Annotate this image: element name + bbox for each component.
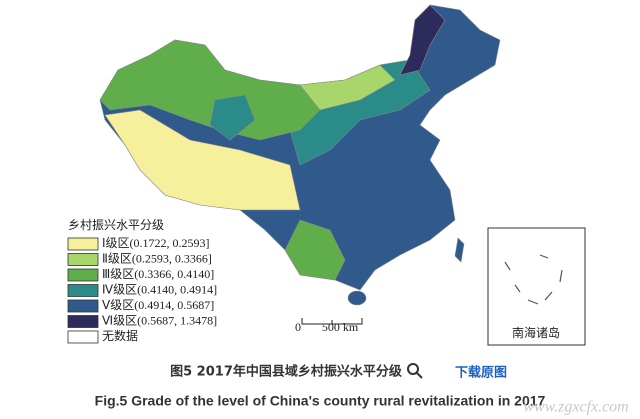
taiwan [454,237,465,263]
legend-label: Ⅲ级区(0.3366, 0.4140] [102,267,214,281]
legend-label: 无数据 [102,328,138,343]
legend-label: Ⅱ级区(0.2593, 0.3366] [102,251,212,265]
region-teal-xj [209,94,256,141]
legend-label: Ⅵ级区(0.5687, 1.3478] [102,313,217,327]
china-map [99,4,501,306]
caption-chinese: 图5 2017年中国县域乡村振兴水平分级 [170,364,403,380]
legend-title: 乡村振兴水平分级 [68,218,164,232]
legend-label: Ⅴ级区(0.4914, 0.5687] [102,298,214,312]
scale-start: 0 [295,320,301,334]
caption-english: Fig.5 Grade of the level of China's coun… [95,393,546,409]
legend-label: Ⅳ级区(0.4140, 0.4914] [102,282,217,296]
hainan [347,290,367,306]
scale-end: 500 km [322,320,359,334]
inset-frame [487,227,586,346]
legend-swatch [67,299,99,313]
inset-label: 南海诸岛 [512,325,560,340]
legend-swatch [67,237,99,251]
scale-bar: 0 500 km [295,318,363,334]
legend-swatch [67,253,99,266]
watermark: www.zgxcfx.com [523,399,628,416]
download-link[interactable]: 下载原图 [455,365,507,381]
legend-swatch [67,315,99,328]
legend-swatch [67,284,99,297]
legend-label: Ⅰ级区(0.1722, 0.2593] [102,236,210,250]
legend: Ⅰ级区(0.1722, 0.2593]Ⅱ级区(0.2593, 0.3366] Ⅲ级… [67,236,217,344]
region-green-sw [284,219,346,281]
region-lightgreen [299,64,396,111]
region-yellow [104,109,301,211]
legend-swatch [67,268,99,282]
zoom-icon[interactable] [407,363,423,379]
legend-swatch [67,330,99,344]
region-navy-ne [399,4,446,76]
inset-islands [504,254,563,305]
region-green [99,39,331,141]
